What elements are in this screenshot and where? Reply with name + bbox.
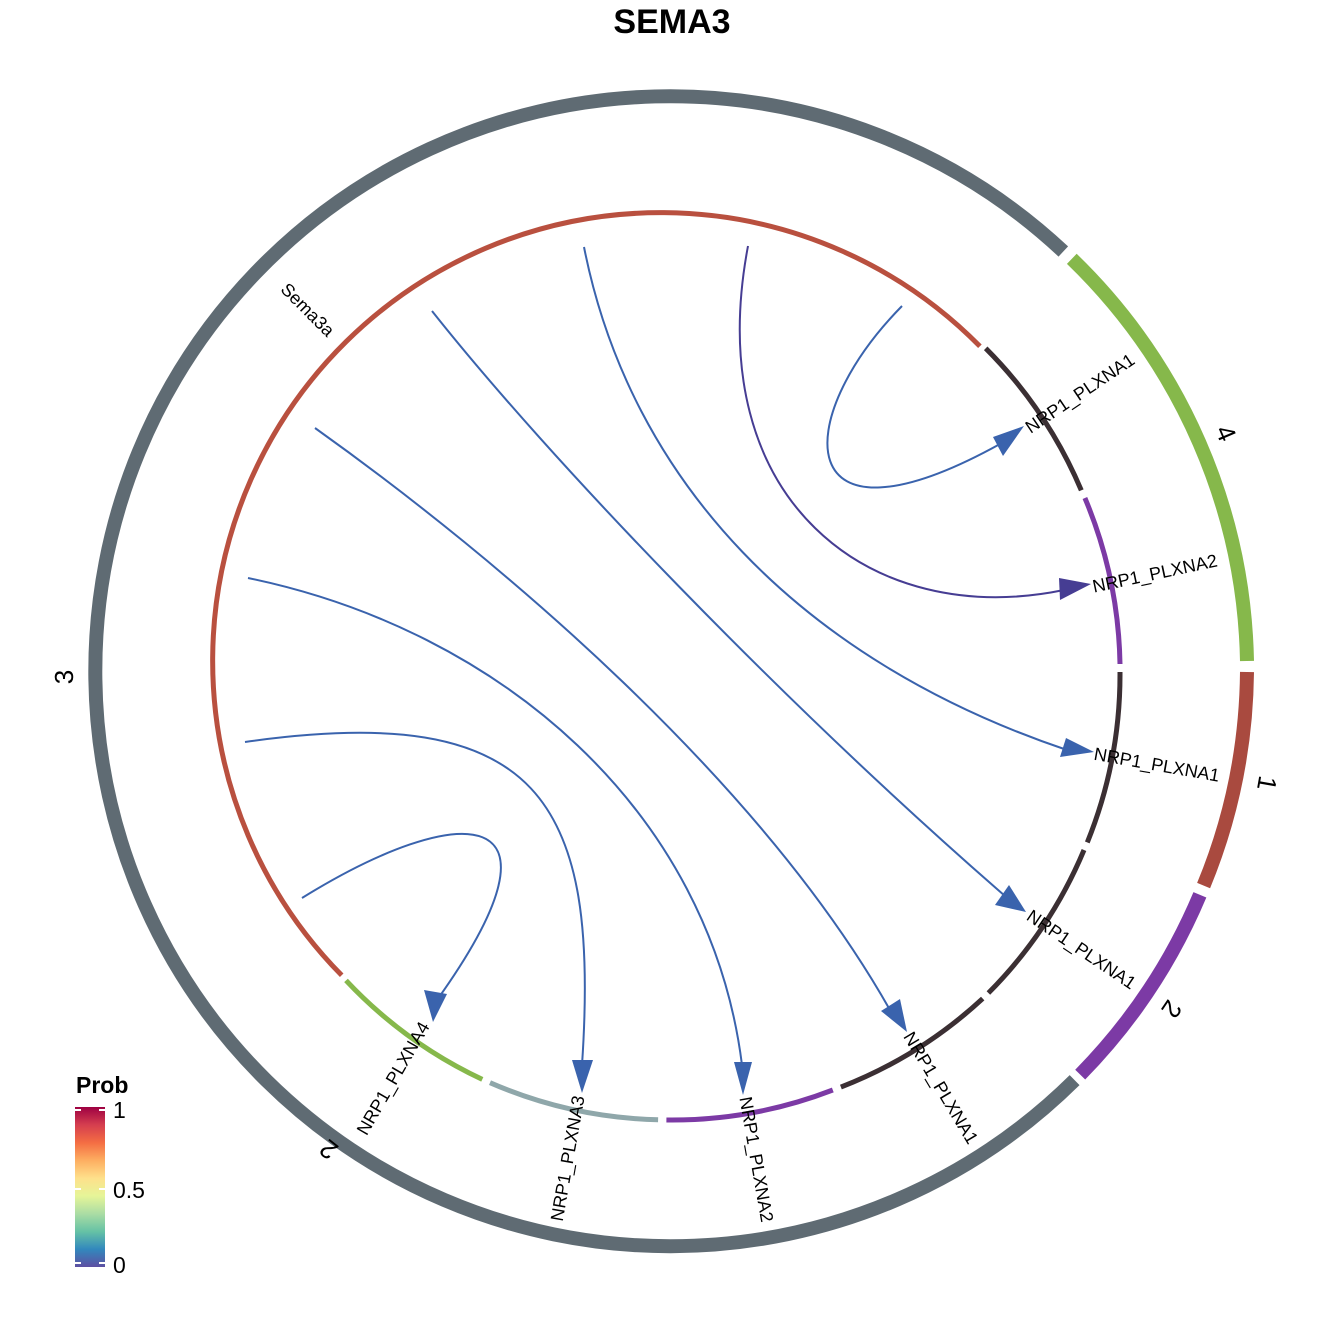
sector-label-nrp1-plxna3-g3: NRP1_PLXNA3 [547,1094,590,1223]
inner-arc-nrp1-plxna3-g3 [489,1080,659,1123]
outer-label-group-4: 4 [1209,421,1242,446]
arrowhead-nrp1-plxna3-g3 [572,1060,593,1093]
legend-colorbar [75,1107,105,1267]
arrowhead-nrp1-plxna1-g3 [881,999,907,1032]
inner-arc-nrp1-plxna1-g2 [986,849,1087,995]
arrowhead-nrp1-plxna2-g3 [734,1062,752,1095]
outer-group-ring [88,89,1254,1254]
sector-label-nrp1-plxna4-g3: NRP1_PLXNA4 [353,1018,435,1139]
link-sema3a-nrp1-plxna1-g4 [826,305,1001,489]
legend-tick-label-0: 0 [113,1252,126,1278]
arrowhead-nrp1-plxna1-g2 [995,885,1026,912]
outer-arc-group-1 [1197,671,1254,889]
chart-title: SEMA3 [613,3,730,41]
legend-tick-label-1: 1 [113,1097,126,1123]
inner-sector-ring [210,210,1123,1123]
link-sema3a-nrp1-plxna2-g4 [738,245,1065,599]
sector-label-nrp1-plxna1-g4: NRP1_PLXNA1 [1022,350,1139,438]
outer-label-group-1: 1 [1251,774,1283,793]
link-sema3a-nrp1-plxna1-g2 [431,310,1006,897]
arrowhead-nrp1-plxna2-g4 [1059,578,1091,600]
sector-label-nrp1-plxna1-g2: NRP1_PLXNA1 [1023,906,1140,994]
inner-arc-nrp1-plxna2-g4 [1082,497,1123,665]
link-sema3a-nrp1-plxna1-g1 [583,246,1068,751]
arrowhead-nrp1-plxna1-g4 [993,426,1024,456]
outer-label-group-2: 2 [1155,995,1188,1024]
legend: Prob 1 0.5 0 [75,1072,145,1278]
arrowhead-nrp1-plxna1-g1 [1060,738,1094,757]
arrowhead-nrp1-plxna4-g3 [424,990,447,1022]
outer-arc-group-4 [1066,253,1254,662]
sector-label-nrp1-plxna1-g1: NRP1_PLXNA1 [1092,744,1221,787]
outer-label-group-3: 3 [49,670,79,684]
link-sema3a-nrp1-plxna4-g3 [301,832,502,1001]
sector-label-nrp1-plxna1-g3: NRP1_PLXNA1 [899,1028,982,1148]
legend-title: Prob [76,1072,128,1098]
sector-label-sema3a: Sema3a [277,279,339,341]
outer-arc-group-2 [1075,892,1207,1080]
sector-label-nrp1-plxna2-g3: NRP1_PLXNA2 [734,1095,777,1224]
inner-arc-nrp1-plxna4-g3 [344,978,484,1082]
chord-links [244,245,1068,1066]
link-sema3a-nrp1-plxna1-g3 [314,427,891,1011]
legend-tick-label-05: 0.5 [113,1177,145,1203]
link-arrowheads [424,426,1094,1095]
link-sema3a-nrp1-plxna3-g3 [244,731,586,1066]
sector-label-nrp1-plxna2-g4: NRP1_PLXNA2 [1091,551,1220,598]
inner-arc-nrp1-plxna2-g3 [666,1087,834,1123]
link-sema3a-nrp1-plxna2-g3 [247,577,743,1066]
outer-arc-group-3 [88,89,1080,1254]
inner-arc-nrp1-plxna1-g3 [839,996,985,1090]
inner-arc-nrp1-plxna1-g4 [983,346,1084,492]
inner-arc-sema3a [210,210,982,978]
inner-arc-nrp1-plxna1-g1 [1084,671,1123,844]
